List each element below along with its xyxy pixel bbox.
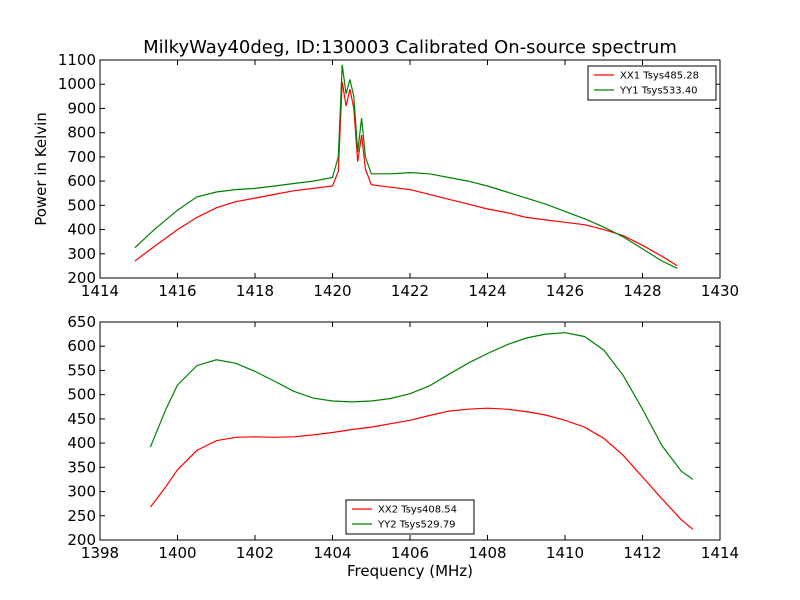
y-tick-label: 350 <box>67 458 96 476</box>
series-line-2 <box>149 332 694 480</box>
y-tick-label: 300 <box>67 483 96 501</box>
x-tick-label: 1422 <box>391 282 429 300</box>
y-tick-label: 1000 <box>58 75 96 93</box>
x-tick-label: 1416 <box>158 282 196 300</box>
y-tick-label: 700 <box>67 148 96 166</box>
series-line-2 <box>134 64 678 269</box>
y-tick-label: 200 <box>67 531 96 549</box>
x-tick-label: 1412 <box>623 544 661 562</box>
x-tick-label: 1426 <box>546 282 584 300</box>
legend-label: XX1 Tsys485.28 <box>620 71 699 82</box>
y-tick-label: 250 <box>67 507 96 525</box>
series-line-1 <box>134 81 678 267</box>
x-tick-label: 1420 <box>313 282 351 300</box>
x-tick-label: 1430 <box>701 282 739 300</box>
y-tick-label: 800 <box>67 124 96 142</box>
legend-box <box>345 499 475 535</box>
y-tick-label: 550 <box>67 361 96 379</box>
legend: XX1 Tsys485.28 YY1 Tsys533.40 <box>587 65 717 101</box>
y-tick-label: 1100 <box>58 51 96 69</box>
chart-title: MilkyWay40deg, ID:130003 Calibrated On-s… <box>143 37 677 58</box>
y-tick-label: 200 <box>67 269 96 287</box>
legend-label: YY1 Tsys533.40 <box>619 86 698 97</box>
x-tick-label: 1402 <box>236 544 274 562</box>
y-tick-label: 600 <box>67 172 96 190</box>
y-tick-label: 300 <box>67 245 96 263</box>
x-tick-label: 1400 <box>158 544 196 562</box>
x-tick-label: 1428 <box>623 282 661 300</box>
x-tick-label: 1418 <box>236 282 274 300</box>
x-tick-label: 1414 <box>701 544 739 562</box>
legend-label: YY2 Tsys529.79 <box>377 520 456 531</box>
y-tick-label: 900 <box>67 99 96 117</box>
x-tick-label: 1424 <box>468 282 506 300</box>
y-tick-label: 650 <box>67 313 96 331</box>
y-tick-label: 400 <box>67 434 96 452</box>
y-tick-label: 450 <box>67 410 96 428</box>
x-tick-label: 1410 <box>546 544 584 562</box>
x-tick-label: 1408 <box>468 544 506 562</box>
subplot-1: 1414 1416 1418 1420 1422 1424 1426 1428 1430 200 3… <box>32 51 739 300</box>
x-tick-label: 1398 <box>81 544 119 562</box>
x-tick-label: 1414 <box>81 282 119 300</box>
series-line-1 <box>149 407 694 530</box>
legend-label: XX2 Tsys408.54 <box>378 505 457 516</box>
y-axis-label: Power in Kelvin <box>32 112 50 226</box>
y-tick-label: 500 <box>67 386 96 404</box>
x-tick-label: 1404 <box>313 544 351 562</box>
x-axis-label: Frequency (MHz) <box>347 562 473 580</box>
y-tick-label: 500 <box>67 196 96 214</box>
legend-box <box>587 65 717 101</box>
y-tick-label: 600 <box>67 337 96 355</box>
legend: XX2 Tsys408.54 YY2 Tsys529.79 <box>345 499 475 535</box>
subplot-2: 1398 1400 1402 1404 1406 1408 1410 1412 1414 200 2… <box>67 313 739 580</box>
x-tick-label: 1406 <box>391 544 429 562</box>
y-tick-label: 400 <box>67 221 96 239</box>
